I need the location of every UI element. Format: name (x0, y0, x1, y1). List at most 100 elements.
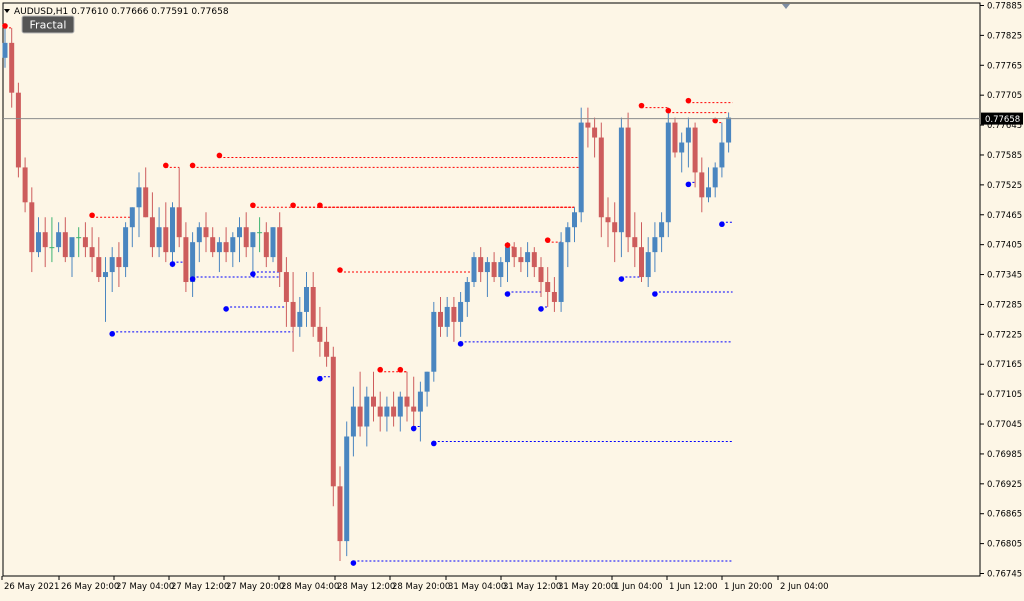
x-tick-label: 31 May 04:00 (448, 582, 506, 592)
y-tick-label: 0.77165 (987, 360, 1022, 370)
candle-body (585, 122, 591, 128)
dropdown-arrow-icon[interactable] (4, 9, 10, 13)
candle-body (290, 301, 296, 327)
candle-body (69, 237, 75, 258)
candle-body (263, 232, 269, 258)
candle-body (632, 237, 638, 248)
candle-body (458, 301, 464, 322)
candle-body (210, 237, 216, 253)
candle-body (377, 406, 383, 417)
candle-body (176, 207, 182, 238)
candle-body (685, 127, 691, 143)
candle-body (404, 396, 410, 407)
fractal-up-marker (317, 202, 323, 209)
candle-body (62, 232, 68, 258)
scroll-marker-icon[interactable] (782, 4, 790, 9)
x-tick-label: 1 Jun 04:00 (614, 582, 663, 592)
candle-body (317, 326, 323, 342)
candle-body (484, 262, 490, 273)
candle-body (337, 486, 343, 542)
candle-body (270, 227, 276, 258)
fractal-up-marker (504, 242, 511, 248)
chart-header: AUDUSD,H1 0.77610 0.77666 0.77591 0.7765… (4, 7, 229, 17)
candle-body (49, 247, 55, 249)
x-tick-label: 31 May 12:00 (503, 582, 561, 592)
candle-body (190, 242, 196, 283)
x-tick-label: 1 Jun 12:00 (669, 582, 718, 592)
x-tick-label: 31 May 20:00 (558, 582, 616, 592)
candle-body (726, 117, 732, 143)
candle-body (525, 252, 531, 263)
candle-body (310, 287, 316, 327)
candle-body (498, 262, 504, 278)
fractal-down-marker (223, 306, 229, 312)
candle-body (15, 92, 21, 168)
candle-body (578, 122, 584, 213)
candle-body (531, 252, 537, 268)
candle-body (712, 167, 718, 188)
candle-body (183, 237, 189, 283)
candle-body (237, 227, 242, 238)
fractal-down-marker (169, 261, 176, 267)
candle-body (82, 237, 88, 248)
candle-body (149, 217, 155, 248)
fractal-up-marker (544, 237, 551, 243)
fractal-up-marker (2, 23, 8, 29)
indicator-label-button[interactable]: Fractal (21, 15, 75, 34)
candle-body (572, 212, 577, 228)
fractal-up-marker (397, 366, 404, 373)
candle-body (505, 247, 510, 263)
fractal-down-marker (250, 271, 256, 277)
candle-body (618, 127, 624, 233)
candle-body (364, 396, 370, 427)
candle-body (350, 406, 356, 437)
fractal-up-marker (216, 152, 223, 159)
candle-body (297, 311, 303, 327)
current-price-label: 0.77658 (985, 115, 1020, 125)
y-tick-label: 0.77225 (987, 330, 1022, 340)
candle-body (719, 142, 725, 168)
candle-body (598, 137, 604, 218)
candle-body (22, 167, 28, 203)
candle-body (283, 272, 289, 302)
candle-body (103, 272, 108, 278)
y-tick-label: 0.77105 (987, 390, 1022, 400)
y-tick-label: 0.77045 (987, 420, 1022, 430)
candle-body (652, 237, 658, 253)
fractal-markers (2, 23, 725, 566)
y-tick-label: 0.77345 (987, 271, 1022, 281)
candle-body (136, 187, 142, 208)
y-tick-label: 0.77465 (987, 211, 1022, 221)
candle-body (123, 227, 129, 268)
x-tick-label: 26 May 20:00 (61, 582, 119, 592)
candle-body (2, 42, 8, 58)
candles-group (2, 27, 732, 562)
candle-body (438, 311, 443, 327)
candle-body (257, 232, 263, 234)
candle-body (344, 436, 350, 542)
indicator-button-label: Fractal (30, 19, 67, 32)
fractal-up-marker (189, 162, 196, 169)
candle-body (384, 406, 390, 417)
candle-body (538, 267, 544, 283)
candle-body (659, 222, 665, 238)
fractal-up-marker (665, 107, 672, 114)
candle-body (109, 257, 115, 273)
fractal-up-marker (712, 117, 718, 124)
candle-body (679, 142, 685, 153)
x-tick-label: 2 Jun 04:00 (780, 582, 829, 592)
y-tick-label: 0.76925 (987, 480, 1022, 490)
candle-body (645, 252, 651, 278)
x-tick-label: 27 May 04:00 (116, 582, 174, 592)
fractal-up-marker (685, 97, 692, 104)
fractal-down-marker (618, 276, 625, 282)
current-price-tag (981, 112, 1023, 125)
y-tick-label: 0.77585 (987, 151, 1022, 161)
candle-body (612, 222, 618, 233)
candle-body (699, 172, 705, 198)
y-tick-label: 0.76745 (987, 570, 1022, 580)
candle-body (250, 232, 256, 248)
